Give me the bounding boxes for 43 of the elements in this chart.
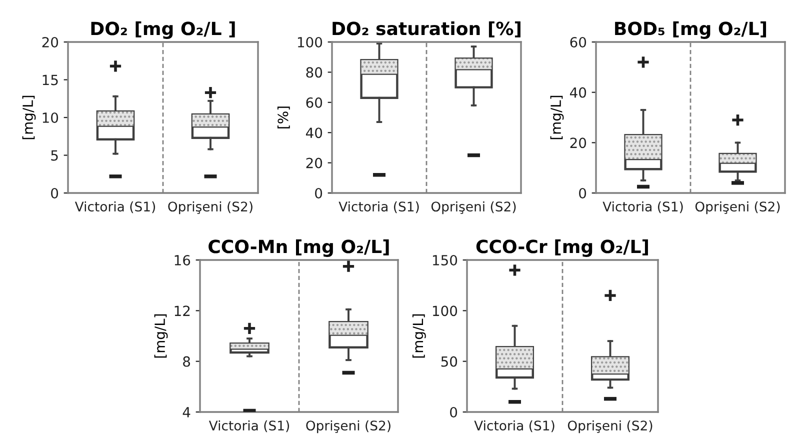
y-tick-label: 150	[432, 254, 458, 266]
x-tick-label: Oprişeni (S2)	[306, 420, 390, 434]
y-tick-label: 0	[315, 188, 322, 198]
y-tick-label: 20	[570, 138, 586, 148]
x-tick-label: Victoria (S1)	[74, 201, 156, 214]
x-tick-label: Oprişeni (S2)	[168, 201, 252, 214]
y-tick-label: 15	[42, 74, 58, 86]
y-tick-label: 40	[306, 128, 322, 138]
y-tick-label: 100	[432, 306, 458, 316]
y-tick-label: 80	[306, 67, 322, 78]
y-tick-label: 0	[450, 406, 458, 418]
y-tick-label: 4	[182, 407, 190, 418]
y-tick-label: 5	[51, 150, 58, 161]
y-tick-label: 40	[570, 87, 586, 98]
y-tick-label: 12	[174, 306, 190, 316]
x-tick-label: Victoria (S1)	[474, 420, 554, 432]
y-tick-label: 16	[174, 254, 190, 266]
y-tick-label: 60	[306, 97, 322, 108]
y-tick-label: 0	[51, 188, 58, 198]
x-tick-label: Oprişeni (S2)	[431, 201, 516, 214]
x-tick-label: Victoria (S1)	[338, 201, 419, 214]
y-tick-label: 20	[306, 158, 322, 168]
y-tick-label: 20	[42, 36, 58, 48]
y-axis-title: [mg/L]	[22, 96, 36, 140]
x-tick-label: Oprişeni (S2)	[568, 420, 652, 434]
chart-title: DO₂ saturation [%]	[332, 21, 520, 38]
chart-title: DO₂ [mg O₂/L ]	[91, 21, 235, 39]
y-axis-title: [%]	[277, 106, 290, 128]
chart-title: CCO-Cr [mg O₂/L]	[476, 239, 648, 257]
y-axis-title: [mg/L]	[550, 96, 564, 140]
y-axis-title: [mg/L]	[154, 314, 168, 358]
chart-title: BOD₅ [mg O₂/L]	[615, 21, 766, 39]
x-tick-label: Victoria (S1)	[602, 201, 683, 214]
chart-title: CCO-Mn [mg O₂/L]	[208, 239, 389, 257]
y-tick-label: 60	[570, 36, 586, 48]
y-tick-label: 10	[42, 112, 58, 123]
y-tick-label: 0	[579, 188, 586, 198]
x-tick-label: Oprişeni (S2)	[695, 201, 780, 214]
y-tick-label: 8	[183, 356, 190, 367]
y-axis-title: [mg/L]	[412, 314, 426, 358]
y-tick-label: 50	[441, 356, 458, 367]
x-tick-label: Victoria (S1)	[208, 420, 290, 432]
y-tick-label: 100	[298, 36, 322, 48]
